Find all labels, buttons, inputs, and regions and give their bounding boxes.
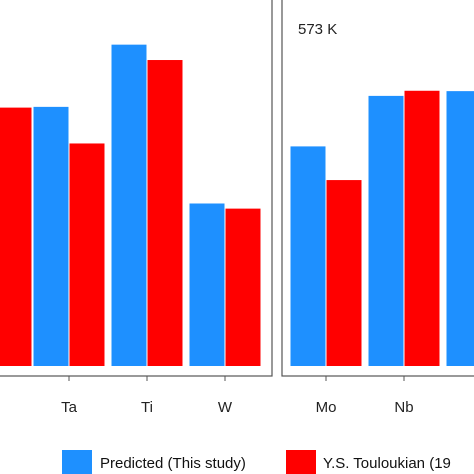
x-tick-label-mo: Mo	[316, 399, 337, 416]
legend-label-predicted: Predicted (This study)	[100, 455, 246, 472]
legend-swatch-predicted	[62, 450, 92, 474]
bar-predicted-ta	[33, 106, 69, 366]
panel-left-border	[0, 0, 273, 377]
x-tick-label-ti: Ti	[141, 399, 153, 416]
bar-reference-nb	[404, 90, 440, 366]
bar-reference-o	[0, 107, 32, 366]
legend-label-reference: Y.S. Touloukian (19	[323, 455, 451, 472]
bar-predicted-t	[446, 91, 474, 366]
panel-label: 573 K	[298, 21, 337, 38]
legend-swatch-reference	[286, 450, 316, 474]
bar-predicted-mo	[290, 146, 326, 366]
panel-right-border	[281, 0, 474, 377]
bar-predicted-ti	[111, 44, 147, 366]
bar-reference-ta	[69, 143, 105, 366]
x-tick-label-nb: Nb	[394, 399, 413, 416]
x-axis-right: MoNbT	[316, 376, 414, 416]
bar-reference-mo	[326, 180, 362, 366]
x-tick-label-ta: Ta	[61, 399, 78, 416]
x-tick-label-w: W	[218, 399, 233, 416]
panel-left: oTaTiW	[0, 0, 273, 416]
x-axis-left: oTaTiW	[0, 376, 233, 416]
bar-reference-w	[225, 208, 261, 366]
bars-left	[0, 44, 261, 367]
panel-right: 573 K MoNbT	[281, 0, 474, 416]
legend: Predicted (This study) Y.S. Touloukian (…	[62, 450, 451, 474]
bars-right	[290, 90, 474, 366]
bar-predicted-nb	[368, 95, 404, 366]
bar-predicted-w	[189, 203, 225, 366]
bar-reference-ti	[147, 60, 183, 367]
